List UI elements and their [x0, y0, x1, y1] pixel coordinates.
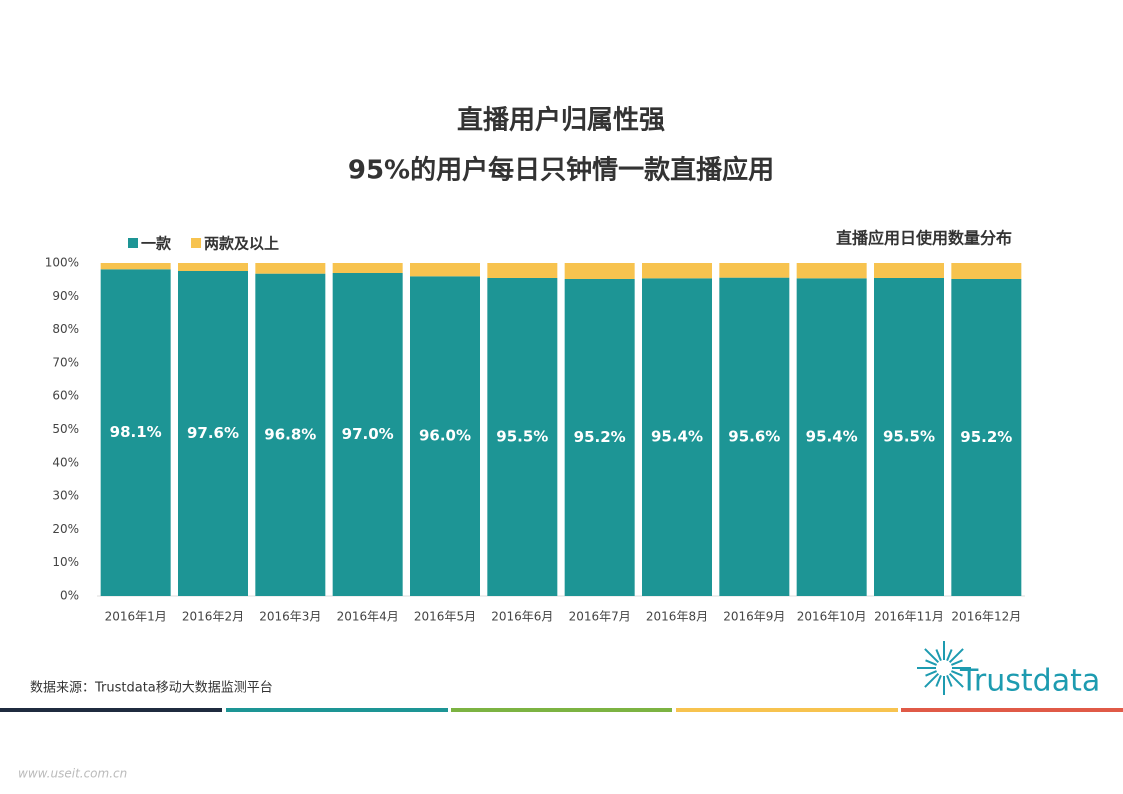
bar-segment	[255, 263, 326, 274]
bar-segment	[487, 277, 558, 596]
logo-ray	[935, 649, 942, 661]
x-tick-label: 2016年1月	[105, 610, 167, 624]
footer-stripe	[676, 708, 898, 712]
bar-segment	[951, 263, 1022, 279]
value-label: 97.0%	[342, 425, 394, 443]
bar-segment	[564, 263, 635, 279]
logo-ray	[924, 672, 940, 688]
bar-segment	[796, 278, 867, 596]
bar-segment	[332, 263, 403, 273]
logo-icon	[917, 641, 971, 695]
watermark: www.useit.com.cn	[18, 767, 127, 781]
y-tick-label: 100%	[45, 256, 79, 270]
source: 数据来源：Trustdata移动大数据监测平台	[30, 681, 273, 696]
y-tick-label: 10%	[52, 555, 79, 569]
x-tick-label: 2016年8月	[646, 610, 708, 624]
bar-segment	[178, 270, 248, 596]
footer-stripe	[901, 708, 1123, 712]
logo-ray	[946, 675, 953, 687]
bar-segment	[642, 263, 712, 279]
bar-segment	[332, 272, 403, 596]
bar-segment	[100, 263, 171, 270]
logo-ray	[925, 659, 937, 666]
chart-title: 直播用户归属性强	[457, 105, 665, 136]
y-tick-label: 80%	[52, 322, 79, 336]
y-tick-label: 20%	[52, 522, 79, 536]
x-tick-label: 2016年4月	[337, 610, 399, 624]
legend-swatch	[128, 238, 138, 248]
bar-segment	[255, 273, 326, 596]
y-tick-label: 40%	[52, 455, 79, 469]
bar-segment	[874, 263, 944, 278]
bar-segment	[874, 277, 944, 596]
chart-subtitle: 直播应用日使用数量分布	[836, 229, 1012, 248]
x-tick-label: 2016年5月	[414, 610, 476, 624]
value-label: 95.2%	[960, 428, 1012, 446]
footer-stripe	[451, 708, 672, 712]
legend-label: 一款	[141, 235, 172, 253]
value-label: 95.5%	[496, 427, 548, 445]
bar-segment	[100, 269, 171, 596]
bar-segment	[487, 263, 558, 278]
logo-ray	[925, 670, 937, 677]
footer-stripe	[226, 708, 448, 712]
bar-segment	[719, 263, 790, 278]
x-tick-label: 2016年2月	[182, 610, 244, 624]
legend-swatch	[191, 238, 202, 248]
bar-segment	[564, 278, 635, 596]
value-label: 96.0%	[419, 427, 471, 445]
logo-ray	[948, 672, 964, 688]
logo-ray	[951, 670, 963, 677]
bar-segment	[178, 263, 248, 271]
x-tick-label: 2016年3月	[259, 610, 321, 624]
x-tick-label: 2016年11月	[874, 610, 944, 624]
value-label: 95.4%	[651, 428, 703, 446]
x-tick-label: 2016年10月	[797, 610, 867, 624]
y-tick-label: 50%	[52, 422, 79, 436]
y-tick-label: 90%	[52, 289, 79, 303]
value-label: 95.4%	[806, 428, 858, 446]
value-label: 98.1%	[110, 423, 162, 441]
bar-segment	[410, 276, 480, 596]
logo-ray	[946, 649, 953, 661]
logo-ray	[948, 648, 964, 664]
x-tick-label: 2016年12月	[951, 610, 1021, 624]
logo: Trustdata	[959, 664, 1100, 699]
bar-segment	[951, 278, 1022, 596]
legend-label: 两款及以上	[204, 235, 279, 253]
y-tick-label: 70%	[52, 355, 79, 369]
logo-ray	[951, 659, 963, 666]
value-label: 95.2%	[574, 428, 626, 446]
bar-segment	[410, 263, 480, 277]
chart-title: 95%的用户每日只钟情一款直播应用	[348, 155, 774, 186]
value-label: 95.6%	[728, 427, 780, 445]
bar-segment	[642, 278, 712, 596]
x-tick-label: 2016年6月	[491, 610, 553, 624]
logo-ray	[924, 648, 940, 664]
x-tick-label: 2016年9月	[723, 610, 785, 624]
y-tick-label: 60%	[52, 389, 79, 403]
bar-segment	[796, 263, 867, 279]
logo-ray	[935, 675, 942, 687]
footer-stripe	[0, 708, 222, 712]
y-tick-label: 0%	[60, 589, 79, 603]
x-tick-label: 2016年7月	[569, 610, 631, 624]
value-label: 95.5%	[883, 427, 935, 445]
bar-segment	[719, 277, 790, 596]
value-label: 97.6%	[187, 424, 239, 442]
y-tick-label: 30%	[52, 489, 79, 503]
value-label: 96.8%	[264, 425, 316, 443]
